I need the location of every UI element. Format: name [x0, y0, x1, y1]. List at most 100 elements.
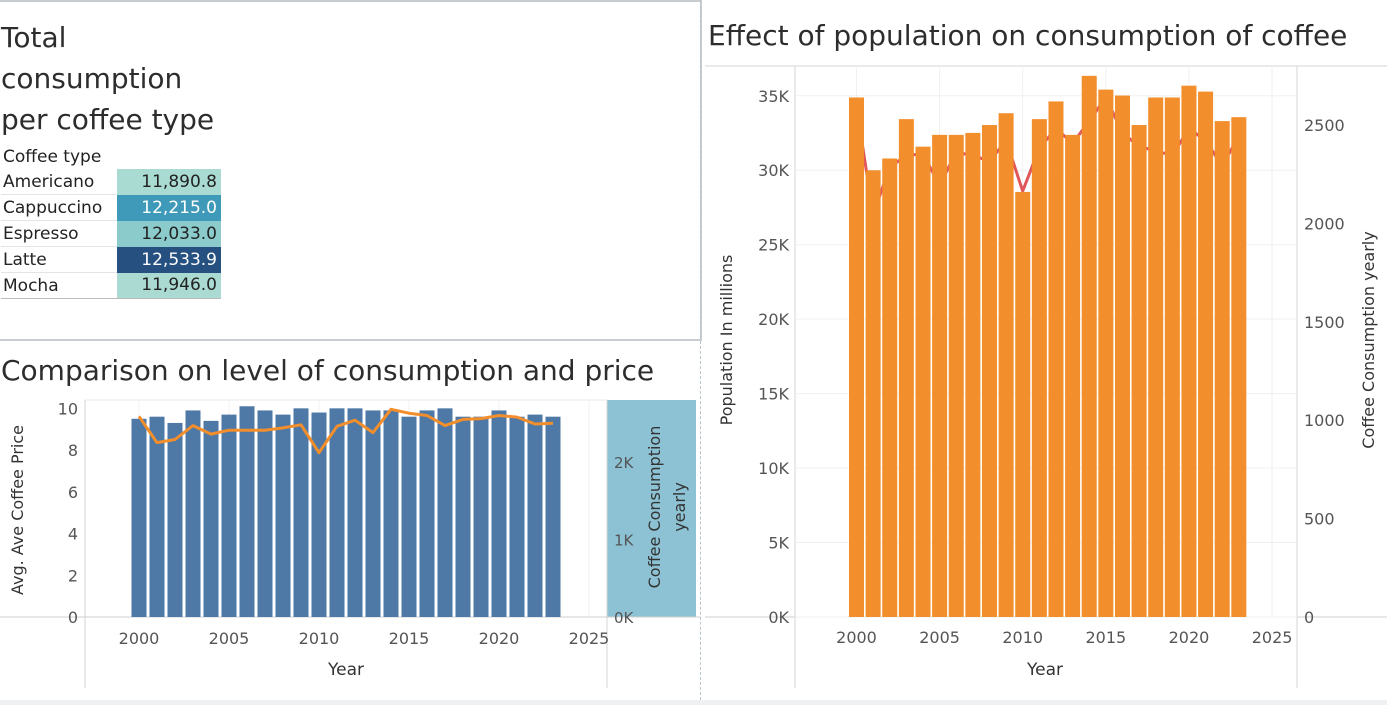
price-bar[interactable]	[257, 410, 273, 617]
table-row[interactable]: Espresso 12,033.0	[1, 220, 221, 247]
y-tick-label: 10	[58, 399, 78, 418]
price-bar[interactable]	[221, 414, 237, 617]
consumption-bar[interactable]	[998, 113, 1014, 617]
population-chart-title: Effect of population on consumption of c…	[708, 19, 1348, 52]
table-header: Coffee type	[3, 147, 102, 167]
y-axis-label: Population In millions	[717, 255, 736, 426]
y2-axis-label: Coffee Consumption yearly	[1359, 231, 1378, 448]
coffee-type-value[interactable]: 11,946.0	[117, 272, 221, 299]
x-axis-label: Year	[327, 660, 364, 680]
consumption-bar[interactable]	[882, 158, 898, 617]
x-axis-label: Year	[1026, 660, 1063, 680]
price-bar[interactable]	[149, 416, 165, 617]
table-row[interactable]: Americano 11,890.8	[1, 169, 221, 195]
coffee-type-title: Total consumption per coffee type	[1, 17, 214, 140]
secondary-axis-highlight	[607, 400, 696, 617]
coffee-type-value[interactable]: 12,215.0	[117, 194, 221, 221]
population-consumption-chart: 0K 5K 10K 15K 20K 25K 30K 35K 0 500 1000 1500 2000 2…	[705, 65, 1387, 688]
y-tick-label: 0	[68, 608, 78, 627]
x-tick-label: 2020	[479, 629, 520, 648]
y2-axis-label: Coffee Consumption	[645, 426, 664, 589]
consumption-bar[interactable]	[965, 132, 981, 617]
consumption-bar[interactable]	[1214, 121, 1230, 617]
consumption-bar[interactable]	[932, 134, 948, 617]
price-bar[interactable]	[167, 422, 183, 617]
coffee-type-label: Espresso	[1, 220, 117, 247]
y2-tick-label: 2000	[1304, 214, 1345, 233]
x-tick-label: 2000	[119, 629, 160, 648]
price-bar[interactable]	[131, 418, 147, 617]
x-tick-label: 2010	[299, 629, 340, 648]
y2-tick-label: 0K	[614, 609, 635, 627]
coffee-type-value[interactable]: 12,533.9	[117, 246, 221, 273]
consumption-line[interactable]	[137, 407, 554, 455]
price-bar[interactable]	[455, 416, 471, 617]
y-axis-label: Avg. Ave Coffee Price	[8, 425, 27, 595]
title-line: Total	[1, 21, 67, 54]
consumption-bar[interactable]	[1031, 119, 1047, 617]
y2-tick-label: 1K	[614, 532, 635, 550]
price-bar[interactable]	[185, 410, 201, 617]
consumption-bar[interactable]	[948, 134, 964, 617]
price-bar[interactable]	[329, 408, 345, 617]
price-bar[interactable]	[509, 416, 525, 617]
y-tick-label: 4	[68, 525, 78, 544]
consumption-bar[interactable]	[865, 170, 881, 617]
table-row[interactable]: Latte 12,533.9	[1, 246, 221, 273]
consumption-bar[interactable]	[1181, 85, 1197, 617]
consumption-bar[interactable]	[849, 97, 865, 617]
y-tick-label: 30K	[758, 161, 789, 180]
consumption-bar[interactable]	[1098, 89, 1114, 618]
consumption-bar[interactable]	[1114, 95, 1130, 618]
table-row[interactable]: Cappuccino 12,215.0	[1, 194, 221, 221]
coffee-type-panel: Total consumption per coffee type Coffee…	[0, 0, 702, 341]
price-bar[interactable]	[239, 406, 255, 617]
consumption-bar[interactable]	[1131, 125, 1147, 618]
price-bar[interactable]	[293, 408, 309, 617]
x-tick-label: 2005	[919, 628, 960, 647]
price-bar[interactable]	[203, 420, 219, 617]
price-bar[interactable]	[419, 410, 435, 617]
consumption-bar[interactable]	[1081, 75, 1097, 617]
coffee-type-label: Americano	[1, 169, 117, 195]
price-bar[interactable]	[275, 414, 291, 617]
coffee-type-table: Coffee type Americano 11,890.8 Cappuccino…	[1, 145, 221, 299]
price-bar[interactable]	[365, 410, 381, 617]
price-bar[interactable]	[311, 412, 327, 617]
consumption-bar[interactable]	[1065, 134, 1081, 617]
x-tick-label: 2015	[389, 629, 430, 648]
x-tick-label: 2025	[569, 629, 610, 648]
price-bar[interactable]	[347, 408, 363, 617]
y-tick-label: 5K	[768, 534, 789, 553]
x-tick-label: 2025	[1252, 628, 1293, 647]
y-tick-label: 25K	[758, 236, 789, 255]
y-tick-label: 8	[68, 441, 78, 460]
y2-tick-label: 2K	[614, 454, 635, 472]
consumption-bar[interactable]	[1015, 191, 1031, 617]
consumption-bar[interactable]	[915, 146, 931, 618]
y-tick-label: 10K	[758, 459, 789, 478]
x-tick-label: 2015	[1085, 628, 1126, 647]
consumption-bar[interactable]	[981, 125, 997, 618]
y2-tick-label: 1000	[1304, 411, 1345, 430]
consumption-bar[interactable]	[1198, 91, 1214, 617]
price-bar[interactable]	[383, 410, 399, 617]
price-bar[interactable]	[491, 410, 507, 617]
table-row[interactable]: Mocha 11,946.0	[1, 272, 221, 299]
price-bar[interactable]	[527, 414, 543, 617]
consumption-bar[interactable]	[1148, 97, 1164, 617]
y2-tick-label: 500	[1304, 510, 1335, 529]
consumption-bar[interactable]	[1231, 117, 1247, 617]
price-bar[interactable]	[545, 416, 561, 617]
coffee-type-value[interactable]: 12,033.0	[117, 220, 221, 247]
price-bar[interactable]	[437, 408, 453, 617]
coffee-type-value[interactable]: 11,890.8	[117, 169, 221, 195]
x-tick-label: 2005	[209, 629, 250, 648]
price-bar[interactable]	[473, 416, 489, 617]
consumption-bar[interactable]	[898, 119, 914, 617]
consumption-bar[interactable]	[1048, 101, 1064, 617]
y-tick-label: 0K	[768, 608, 789, 627]
consumption-bar[interactable]	[1164, 97, 1180, 617]
price-bar[interactable]	[401, 416, 417, 617]
